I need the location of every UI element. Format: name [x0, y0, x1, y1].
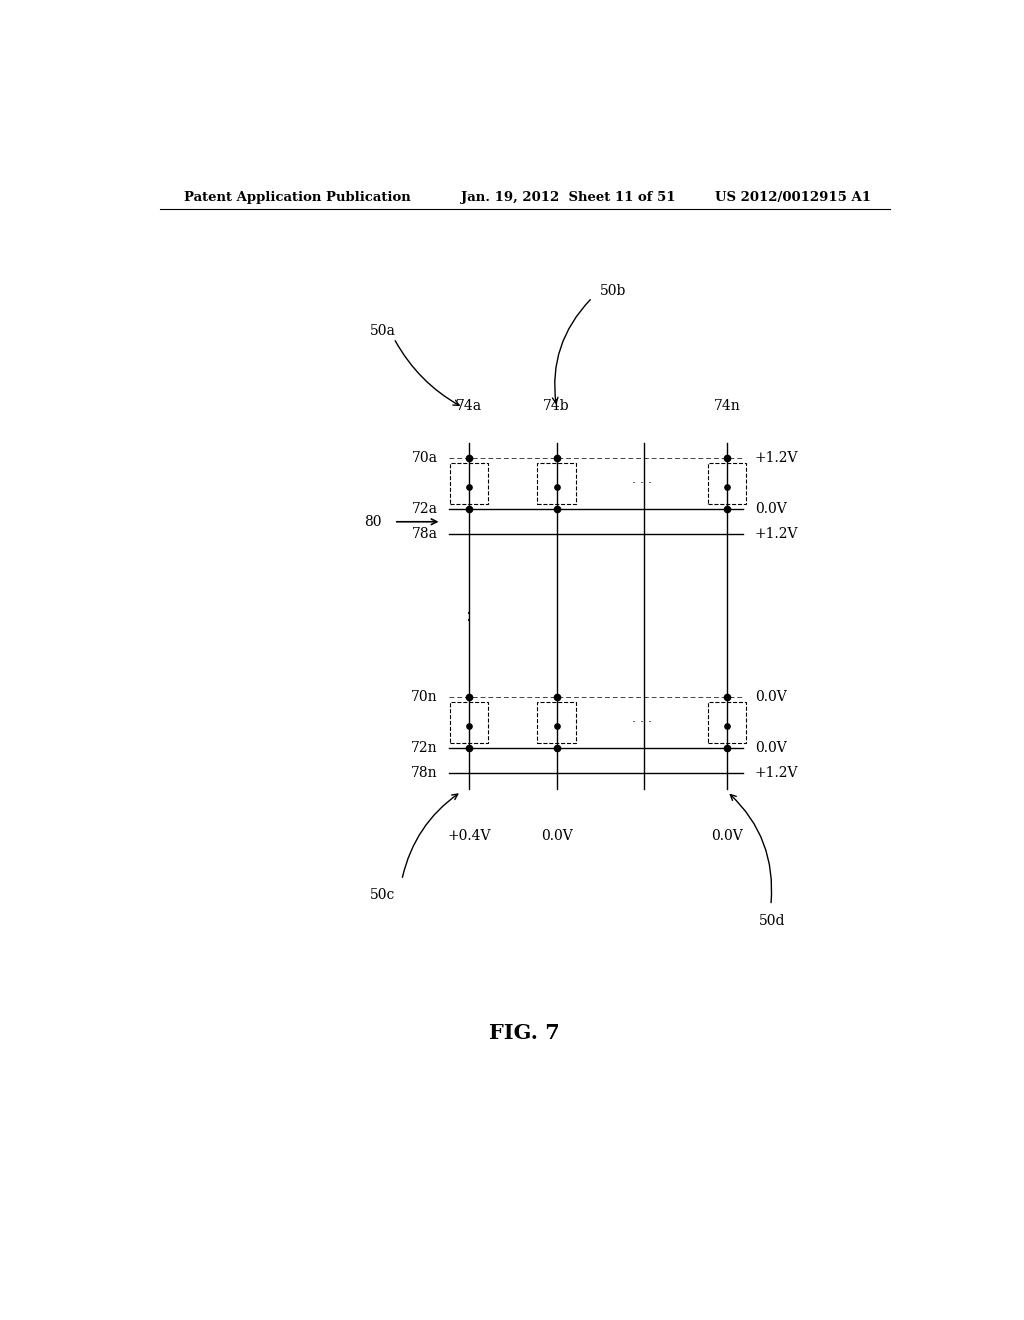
Text: 50a: 50a — [370, 325, 396, 338]
Bar — [709, 463, 746, 504]
Bar — [451, 463, 488, 504]
Text: 0.0V: 0.0V — [755, 502, 786, 516]
Text: 78n: 78n — [411, 767, 437, 780]
Text: Patent Application Publication: Patent Application Publication — [183, 190, 411, 203]
Text: US 2012/0012915 A1: US 2012/0012915 A1 — [715, 190, 871, 203]
Text: 0.0V: 0.0V — [755, 741, 786, 755]
Bar — [538, 702, 575, 743]
Text: · · ·: · · · — [632, 477, 652, 490]
Text: +1.2V: +1.2V — [755, 767, 799, 780]
Text: :: : — [466, 607, 472, 624]
Text: +1.2V: +1.2V — [755, 451, 799, 465]
Text: · · ·: · · · — [632, 715, 652, 729]
Text: 50d: 50d — [759, 913, 785, 928]
Text: 50b: 50b — [600, 284, 627, 297]
Text: 74b: 74b — [543, 399, 570, 412]
Bar — [709, 702, 746, 743]
Text: 70n: 70n — [411, 690, 437, 704]
Text: 72n: 72n — [411, 741, 437, 755]
Text: 78a: 78a — [412, 528, 437, 541]
Text: FIG. 7: FIG. 7 — [489, 1023, 560, 1043]
Text: 0.0V: 0.0V — [712, 829, 743, 843]
Bar — [538, 463, 575, 504]
Text: 80: 80 — [365, 515, 382, 529]
Text: +1.2V: +1.2V — [755, 528, 799, 541]
Text: 74n: 74n — [714, 399, 740, 412]
Text: 0.0V: 0.0V — [541, 829, 572, 843]
Text: +0.4V: +0.4V — [447, 829, 490, 843]
Text: 70a: 70a — [412, 451, 437, 465]
Text: Jan. 19, 2012  Sheet 11 of 51: Jan. 19, 2012 Sheet 11 of 51 — [461, 190, 676, 203]
Bar — [451, 702, 488, 743]
Text: 72a: 72a — [412, 502, 437, 516]
Text: 74a: 74a — [456, 399, 482, 412]
Text: 0.0V: 0.0V — [755, 690, 786, 704]
Text: 50c: 50c — [370, 888, 395, 903]
